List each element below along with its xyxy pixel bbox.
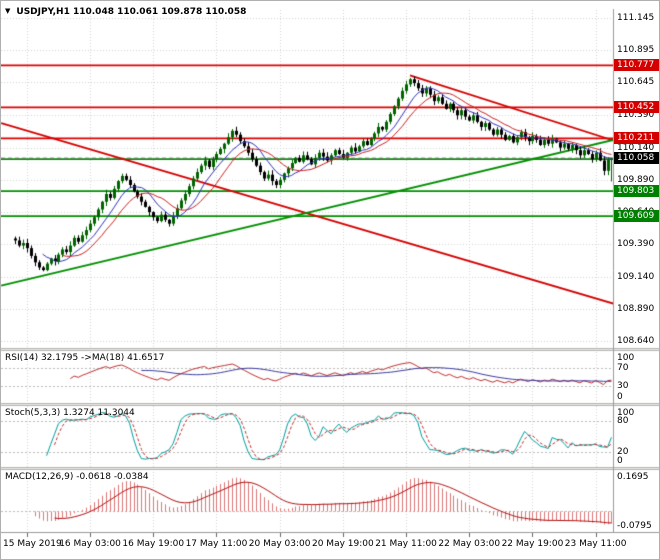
macd-scale-label: 0.1695 — [617, 472, 649, 482]
time-axis-label: 22 May 19:00 — [501, 539, 564, 549]
price-tag-resistance: 110.777 — [614, 59, 659, 72]
time-axis-label: 20 May 19:00 — [311, 539, 374, 549]
rsi-scale-label: 0 — [617, 392, 623, 402]
price-axis-label: 109.390 — [617, 239, 655, 250]
price-axis-label: 110.390 — [617, 110, 655, 121]
rsi-scale-label: 100 — [617, 353, 635, 363]
rsi-scale-label: 30 — [617, 380, 629, 391]
price-axis-label: 110.645 — [617, 77, 655, 88]
time-axis-label: 17 May 11:00 — [185, 539, 248, 549]
stoch-label: Stoch(5,3,3) 1.3274 11.3044 — [5, 408, 135, 418]
price-tag-support: 109.803 — [614, 185, 659, 198]
time-axis-label: 15 May 2019 — [3, 539, 62, 549]
time-axis-label: 16 May 03:00 — [59, 539, 121, 549]
stoch-scale-label: 100 — [617, 408, 635, 418]
stoch-scale-label: 0 — [617, 456, 623, 466]
time-axis-label: 16 May 19:00 — [122, 539, 185, 549]
price-axis-label: 108.640 — [617, 336, 655, 346]
price-axis-label: 111.145 — [617, 13, 655, 23]
price-axis-label: 109.890 — [617, 174, 655, 185]
price-tag-resistance: 110.211 — [614, 132, 659, 145]
price-axis-label: 108.890 — [617, 303, 655, 314]
time-axis-label: 21 May 11:00 — [375, 539, 437, 549]
stoch-scale-label: 20 — [617, 447, 629, 458]
price-axis-label: 110.140 — [617, 142, 655, 153]
price-tag-current-price: 110.058 — [614, 152, 659, 165]
rsi-scale-label: 70 — [617, 363, 629, 374]
price-tag-support: 109.609 — [614, 210, 659, 223]
chart-header: ▼ USDJPY,H1 110.048 110.061 109.878 110.0… — [5, 7, 246, 17]
macd-label: MACD(12,26,9) -0.0618 -0.0384 — [5, 472, 149, 482]
price-axis-label: 110.895 — [617, 45, 655, 56]
time-axis-label: 22 May 03:00 — [438, 539, 501, 549]
price-axis-label: 109.140 — [617, 271, 655, 282]
chart-title-ohlc: USDJPY,H1 110.048 110.061 109.878 110.05… — [16, 7, 247, 17]
time-axis-label: 20 May 03:00 — [248, 539, 311, 549]
symbol-dropdown-icon: ▼ — [5, 7, 11, 15]
time-axis-label: 23 May 11:00 — [564, 539, 627, 549]
price-tag-resistance: 110.452 — [614, 101, 659, 114]
macd-scale-label: -0.0795 — [617, 521, 652, 531]
rsi-label: RSI(14) 32.1795 ->MA(18) 41.6517 — [5, 353, 165, 363]
stoch-scale-label: 80 — [617, 415, 629, 426]
